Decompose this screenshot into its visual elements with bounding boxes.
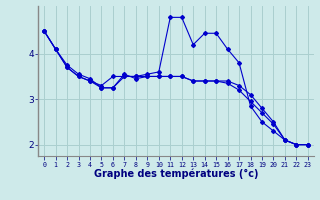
X-axis label: Graphe des températures (°c): Graphe des températures (°c)	[94, 169, 258, 179]
